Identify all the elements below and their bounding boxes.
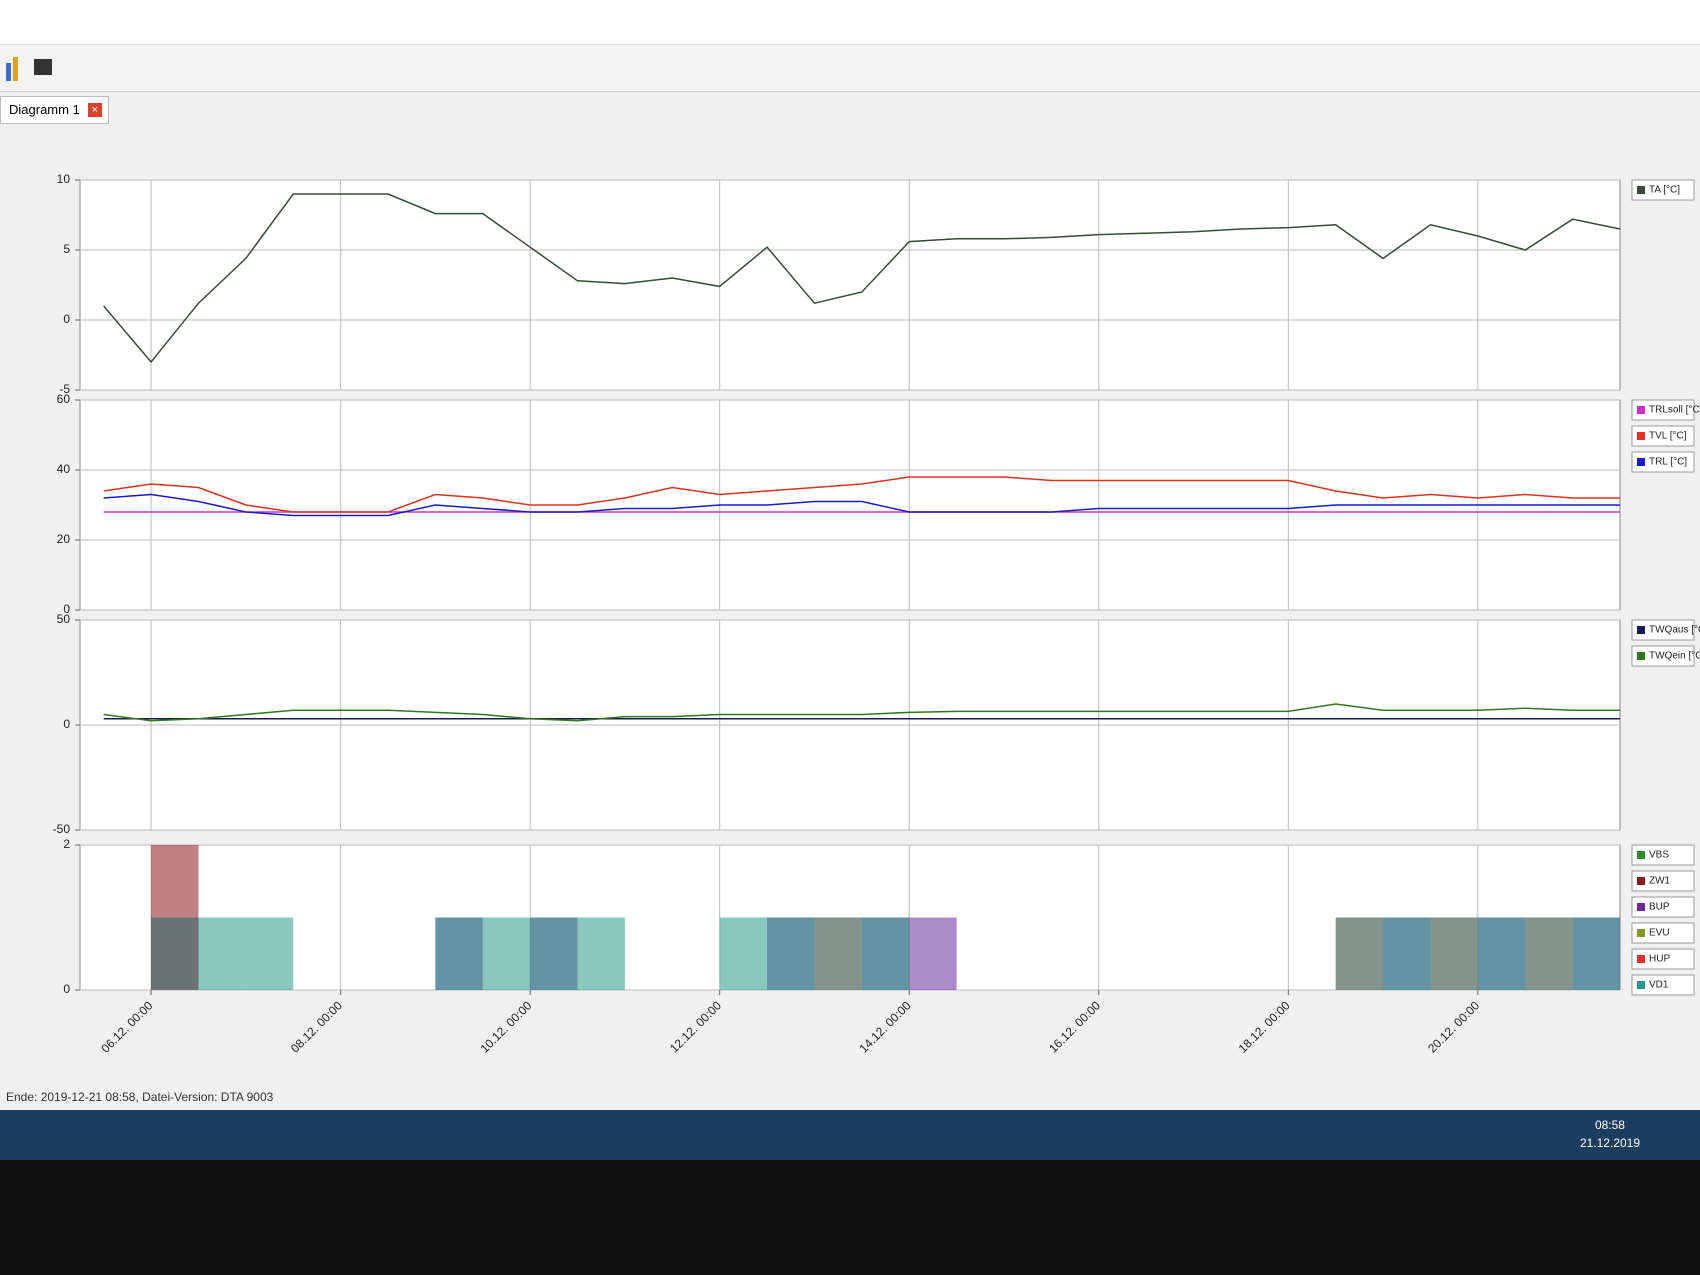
legend-swatch: [1637, 981, 1645, 989]
state-bar: [1525, 917, 1573, 990]
state-bar: [577, 917, 625, 990]
state-bar: [482, 917, 531, 990]
legend-swatch: [1637, 929, 1645, 937]
legend-box: [1631, 844, 1695, 866]
status-bar: Ende: 2019-12-21 08:58, Datei-Version: D…: [6, 1090, 274, 1104]
state-bar: [1430, 917, 1478, 990]
legend-swatch: [1637, 432, 1645, 440]
y-tick-label: -5: [59, 382, 70, 396]
series-line: [103, 476, 1620, 513]
legend-label: TVL [°C]: [1649, 431, 1687, 442]
legend-swatch: [1637, 955, 1645, 963]
tab-label: Diagramm 1: [9, 102, 80, 117]
legend-label: HUP: [1649, 954, 1670, 965]
x-tick-label: 14.12. 00:00: [857, 998, 914, 1055]
title-bar: [0, 0, 1700, 45]
state-bar: [1572, 917, 1620, 990]
legend-swatch: [1637, 903, 1645, 911]
tab-close[interactable]: ×: [87, 103, 102, 117]
legend-label: BUP: [1649, 902, 1670, 913]
y-tick-label: 0: [63, 717, 70, 731]
legend-label: TWQaus [°C]: [1649, 625, 1700, 636]
taskbar: 08:58 21.12.2019: [0, 1110, 1700, 1160]
y-tick-label: 50: [57, 612, 71, 626]
state-bar: [530, 917, 578, 990]
legend-swatch: [1637, 406, 1645, 414]
state-bar: [719, 917, 768, 990]
state-bar: [245, 917, 294, 990]
state-bar: [1383, 917, 1431, 990]
legend-box: [1631, 619, 1695, 641]
x-tick-label: 16.12. 00:00: [1046, 998, 1103, 1055]
x-tick-label: 06.12. 00:00: [98, 998, 155, 1055]
legend-box: [1631, 179, 1695, 201]
state-bar: [814, 917, 862, 990]
screen: Diagramm 1 × -5 0 5 10 TA [°C] 0 20 40 60 TRLsoll …: [0, 0, 1700, 1160]
y-tick-label: 2: [63, 837, 70, 851]
legend-box: [1631, 922, 1695, 944]
state-bar: [909, 917, 957, 990]
state-bar: [1477, 917, 1526, 990]
y-tick-label: 0: [63, 602, 70, 616]
toolbar-icons[interactable]: [4, 49, 64, 89]
legend-swatch: [1637, 652, 1645, 660]
legend-box: [1631, 425, 1695, 447]
legend-box: [1631, 896, 1695, 918]
legend-swatch: [1637, 186, 1645, 194]
series-line: [103, 703, 1620, 722]
clock-date: 21.12.2019: [1579, 1136, 1640, 1150]
legend-box: [1631, 451, 1695, 473]
x-tick-label: 20.12. 00:00: [1425, 998, 1482, 1055]
y-tick-label: 60: [57, 392, 71, 406]
legend-label: TRL [°C]: [1649, 457, 1687, 468]
legend-box: [1631, 399, 1695, 421]
legend-label: TRLsoll [°C]: [1649, 405, 1700, 416]
plot-area: [79, 179, 1621, 391]
state-bar: [861, 917, 910, 990]
legend-label: VBS: [1649, 850, 1669, 861]
toolbar: [0, 45, 1700, 92]
legend-box: [1631, 948, 1695, 970]
legend-label: ZW1: [1649, 876, 1671, 887]
legend-swatch: [1637, 851, 1645, 859]
legend-swatch: [1637, 626, 1645, 634]
y-tick-label: 40: [57, 462, 71, 476]
series-line: [103, 193, 1621, 364]
y-tick-label: 5: [63, 242, 70, 256]
y-tick-label: 20: [57, 532, 71, 546]
legend-label: TWQein [°C]: [1649, 651, 1700, 662]
state-bar: [1335, 917, 1384, 990]
legend-label: TA [°C]: [1649, 185, 1680, 196]
clock: 08:58 21.12.2019: [1580, 1116, 1640, 1152]
x-tick-label: 10.12. 00:00: [477, 998, 534, 1055]
legend-label: EVU: [1649, 928, 1670, 939]
legend-swatch: [1637, 877, 1645, 885]
tab[interactable]: Diagramm 1 ×: [0, 96, 109, 124]
x-tick-label: 12.12. 00:00: [667, 998, 724, 1055]
y-tick-label: 0: [63, 982, 70, 996]
clock-time: 08:58: [1594, 1118, 1625, 1132]
legend-label: VD1: [1649, 980, 1669, 991]
legend-box: [1631, 870, 1695, 892]
x-tick-label: 18.12. 00:00: [1236, 998, 1293, 1055]
state-bar: [151, 917, 199, 990]
y-tick-label: 0: [63, 312, 70, 326]
legend-box: [1631, 974, 1695, 996]
state-bar: [767, 917, 815, 990]
legend-swatch: [1637, 458, 1645, 466]
state-bar: [435, 917, 483, 990]
x-tick-label: 08.12. 00:00: [288, 998, 345, 1055]
y-tick-label: 10: [57, 172, 71, 186]
legend-box: [1631, 645, 1695, 667]
y-tick-label: -50: [53, 822, 71, 836]
series-line: [103, 493, 1620, 517]
state-bar: [198, 917, 246, 990]
